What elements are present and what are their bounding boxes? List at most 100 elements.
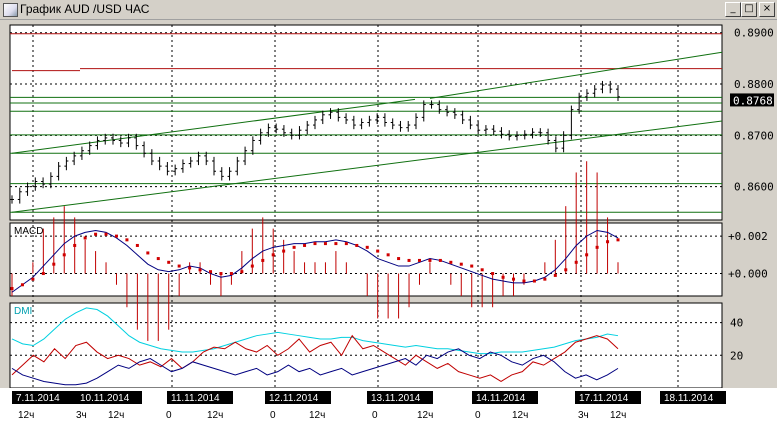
signal-point	[177, 264, 181, 268]
date-label: 7.11.2014	[16, 393, 60, 404]
hour-label: 0	[372, 410, 378, 421]
signal-point	[167, 260, 171, 264]
signal-point	[532, 279, 536, 283]
hour-label: 3ч	[76, 410, 87, 421]
hour-label: 3ч	[578, 410, 589, 421]
macd-line	[11, 229, 619, 293]
title-bar: График AUD /USD ЧАС _ □ ×	[0, 0, 777, 20]
signal-point	[564, 268, 568, 272]
lower-trend-line	[11, 120, 723, 213]
signal-point	[250, 264, 254, 268]
signal-point	[501, 275, 505, 279]
dmi-series-line	[11, 307, 619, 355]
signal-point	[156, 257, 160, 261]
signal-point	[428, 258, 432, 262]
macd-panel	[9, 222, 723, 297]
signal-point	[62, 253, 66, 257]
signal-point	[83, 236, 87, 240]
signal-point	[449, 260, 453, 264]
date-label-box	[367, 391, 433, 404]
date-label: 14.11.2014	[476, 393, 526, 404]
signal-point	[480, 268, 484, 272]
signal-point	[20, 283, 24, 287]
dmi-tick-label: 40	[730, 317, 743, 330]
signal-point	[41, 272, 45, 276]
signal-point	[553, 273, 557, 277]
signal-point	[470, 264, 474, 268]
signal-point	[459, 262, 463, 266]
signal-point	[261, 258, 265, 262]
price-tick-label: 0.8800	[734, 78, 774, 91]
close-button[interactable]: ×	[759, 2, 775, 17]
signal-point	[386, 253, 390, 257]
hour-label: 12ч	[108, 410, 124, 421]
price-tick-label: 0.8600	[734, 181, 774, 194]
dmi-tick-label: 20	[730, 349, 743, 362]
signal-point	[355, 243, 359, 247]
signal-point	[585, 253, 589, 257]
macd-tick-label: +0.000	[728, 268, 768, 281]
signal-point	[73, 243, 77, 247]
hour-label: 0	[475, 410, 481, 421]
signal-point	[595, 245, 599, 249]
signal-point	[240, 270, 244, 274]
signal-point	[522, 279, 526, 283]
hour-label: 0	[270, 410, 276, 421]
date-label: 11.11.2014	[171, 393, 220, 404]
signal-point	[292, 245, 296, 249]
maximize-button[interactable]: □	[741, 2, 757, 17]
last-price-marker	[730, 93, 774, 107]
signal-point	[114, 234, 118, 238]
last-price-label: 0.8768	[733, 94, 773, 107]
hour-label: 12ч	[207, 410, 223, 421]
dmi-panel-label: DMI	[14, 306, 32, 317]
signal-point	[323, 242, 327, 246]
dmi-series-line	[11, 348, 619, 386]
date-label-box	[575, 391, 641, 404]
date-label: 10.11.2014	[80, 393, 130, 404]
signal-point	[10, 287, 14, 291]
signal-point	[198, 268, 202, 272]
signal-point	[491, 272, 495, 276]
date-label-box	[660, 391, 726, 404]
price-tick-label: 0.8900	[734, 27, 774, 40]
price-tick-label: 0.8700	[734, 129, 774, 142]
dmi-series-line	[11, 334, 619, 383]
signal-point	[376, 249, 380, 253]
dmi-panel	[9, 302, 723, 389]
signal-point	[606, 240, 610, 244]
signal-point	[543, 277, 547, 281]
signal-point	[334, 242, 338, 246]
signal-point	[209, 270, 213, 274]
date-label-box	[76, 391, 142, 404]
hour-label: 12ч	[417, 410, 433, 421]
signal-point	[135, 243, 139, 247]
date-label-box	[167, 391, 233, 404]
signal-point	[125, 238, 129, 242]
date-label-box	[12, 391, 78, 404]
chart-area[interactable]: MACD DMI 0.8900 0.8800 0.8700 0.8600 0.8768 +…	[0, 20, 777, 426]
signal-point	[397, 257, 401, 261]
signal-point	[31, 277, 35, 281]
chart-window-icon	[3, 3, 18, 17]
signal-point	[94, 232, 98, 236]
minimize-button[interactable]: _	[725, 2, 741, 17]
macd-panel-label: MACD	[14, 226, 43, 237]
signal-point	[438, 258, 442, 262]
hour-label: 0	[166, 410, 172, 421]
upper-trend-line	[11, 98, 416, 154]
signal-point	[188, 266, 192, 270]
signal-point	[303, 243, 307, 247]
signal-point	[407, 258, 411, 262]
signal-point	[365, 245, 369, 249]
price-panel	[9, 24, 723, 221]
signal-point	[229, 272, 233, 276]
date-label-box	[265, 391, 331, 404]
signal-point	[313, 242, 317, 246]
date-label: 17.11.2014	[579, 393, 629, 404]
signal-point	[282, 249, 286, 253]
signal-point	[417, 258, 421, 262]
signal-point	[104, 232, 108, 236]
macd-tick-label: +0.002	[728, 230, 768, 243]
signal-point	[616, 238, 620, 242]
